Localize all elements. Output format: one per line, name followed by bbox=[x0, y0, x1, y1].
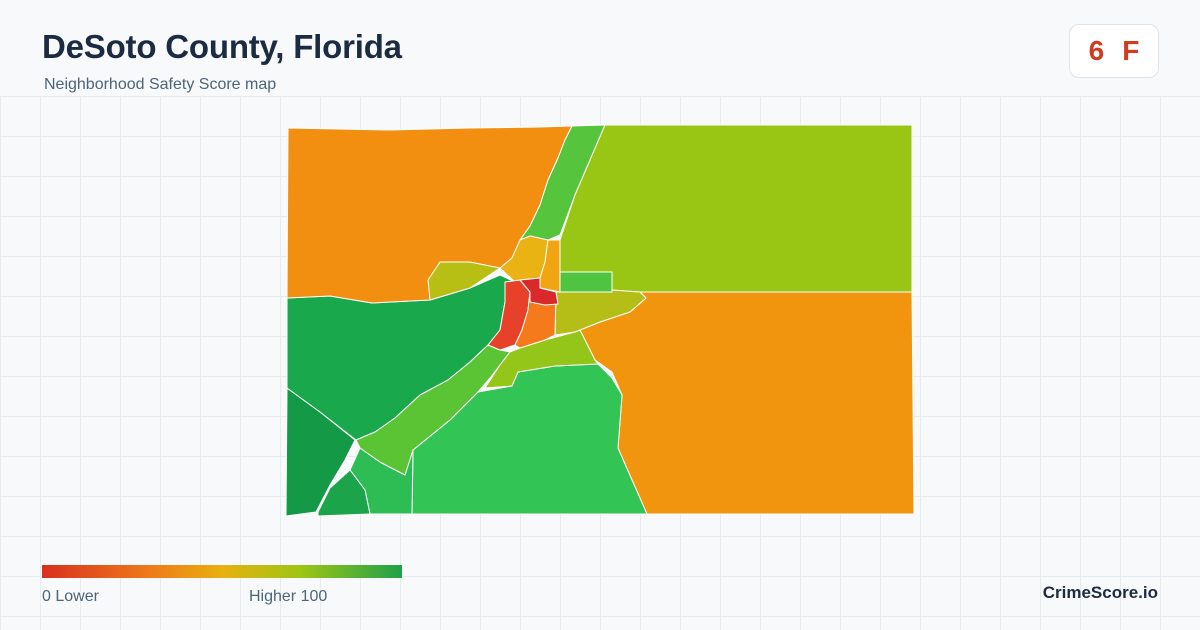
grade-badge: 6 F bbox=[1069, 24, 1159, 78]
map-region-south-central[interactable] bbox=[411, 363, 648, 515]
map-region-southwest-small[interactable] bbox=[317, 469, 371, 517]
page-subtitle: Neighborhood Safety Score map bbox=[44, 76, 277, 93]
map-region-northeast[interactable] bbox=[559, 124, 913, 293]
legend-low-label: 0 Lower bbox=[42, 588, 99, 605]
grade-letter: F bbox=[1122, 35, 1140, 66]
page-title: DeSoto County, Florida bbox=[42, 28, 402, 65]
header: DeSoto County, Florida Neighborhood Safe… bbox=[0, 0, 1200, 96]
legend-color-scale bbox=[42, 565, 402, 578]
brand-logo: CrimeScore.io bbox=[1042, 583, 1158, 602]
grade-score: 6 bbox=[1088, 35, 1105, 66]
map-region-arcadia-green-block[interactable] bbox=[559, 271, 613, 293]
legend-high-label: Higher 100 bbox=[249, 588, 328, 605]
map-region-arcadia-center[interactable] bbox=[519, 277, 559, 306]
map-region-east-central-arm[interactable] bbox=[554, 289, 647, 336]
